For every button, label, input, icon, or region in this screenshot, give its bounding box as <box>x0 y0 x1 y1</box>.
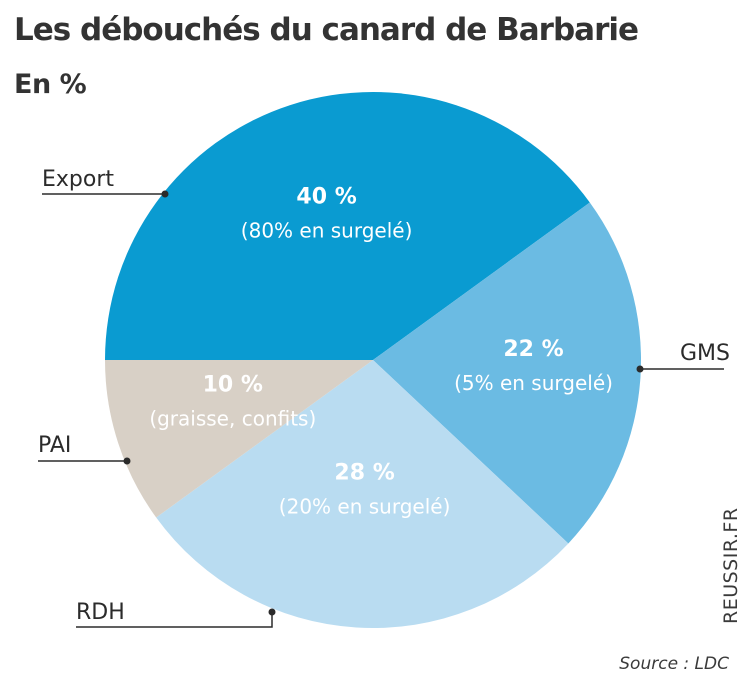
category-label-rdh: RDH <box>76 600 125 625</box>
slice-detail-label-rdh: (20% en surgelé) <box>279 495 451 519</box>
category-label-gms: GMS <box>680 341 730 366</box>
chart-title: Les débouchés du canard de Barbarie <box>14 12 639 48</box>
category-label-export: Export <box>42 167 114 192</box>
pie-slice-gms <box>373 202 642 544</box>
slice-detail-label-pai: (graisse, confits) <box>149 407 316 431</box>
slice-value-label-rdh: 28 % <box>334 461 394 486</box>
leader-dot-pai <box>123 457 131 465</box>
pie-slice-export <box>105 91 590 361</box>
slice-value-label-pai: 10 % <box>203 373 263 398</box>
leader-dot-export <box>161 190 169 198</box>
leader-dot-rdh <box>268 608 276 616</box>
source-note: Source : LDC <box>619 654 729 674</box>
slice-value-label-export: 40 % <box>296 184 356 209</box>
slice-detail-label-gms: (5% en surgelé) <box>454 371 613 395</box>
leader-line-rdh <box>76 612 273 628</box>
pie-slice-pai <box>105 360 373 518</box>
chart-subtitle: En % <box>14 69 87 100</box>
slice-value-label-gms: 22 % <box>503 337 563 362</box>
brand-watermark: REUSSIR.FR <box>720 507 742 624</box>
category-label-pai: PAI <box>38 433 71 458</box>
slice-detail-label-export: (80% en surgelé) <box>241 218 413 242</box>
pie-slice-rdh <box>156 360 569 629</box>
leader-dot-gms <box>636 365 644 373</box>
